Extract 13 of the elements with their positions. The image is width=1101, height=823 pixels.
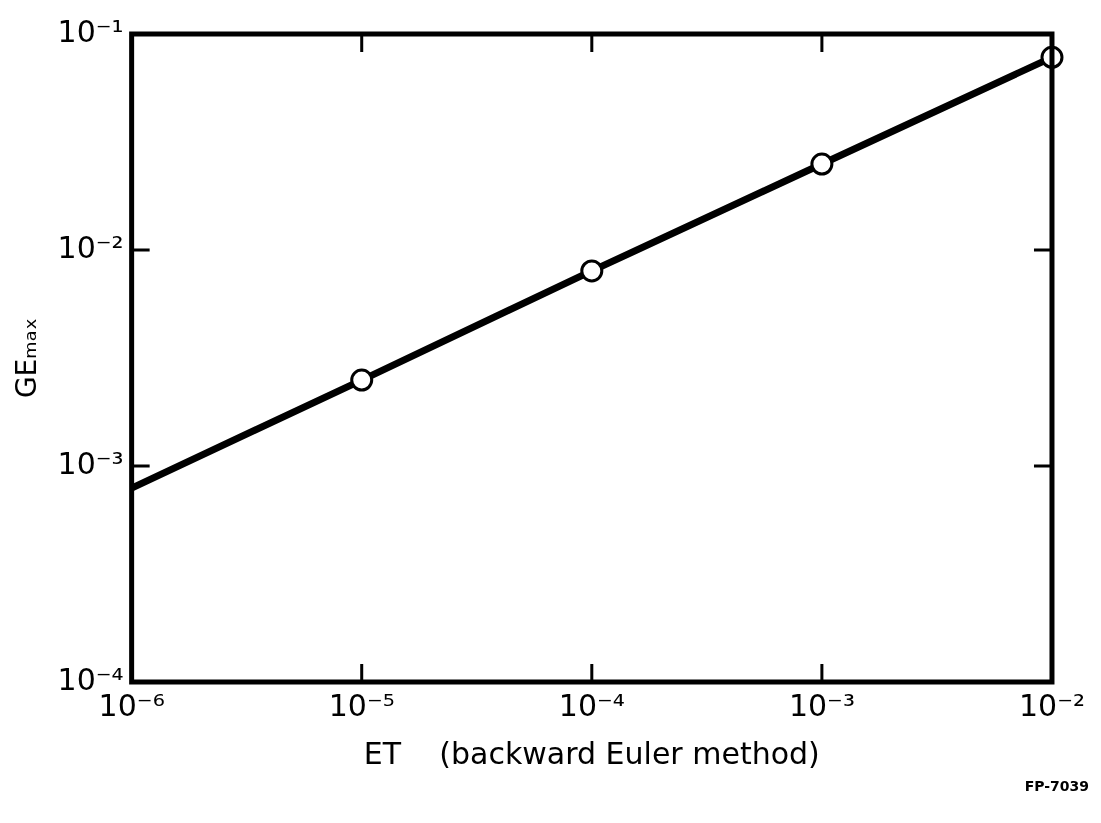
y-axis-title: GEₘₐₓ — [10, 317, 44, 399]
x-tick-label: 10⁻⁵ — [328, 687, 395, 723]
x-tick-label: 10⁻⁴ — [558, 687, 625, 723]
x-tick-label: 10⁻³ — [788, 687, 855, 723]
point — [350, 368, 374, 392]
point — [580, 259, 604, 283]
y-tick-label: 10⁻¹ — [57, 13, 124, 49]
point — [810, 152, 834, 176]
y-tick-label: 10⁻³ — [57, 445, 124, 481]
x-tick-label: 10⁻² — [1018, 687, 1086, 723]
text: FP-7039 — [1023, 778, 1090, 794]
y-tick-label: 10⁻² — [57, 229, 124, 265]
x-axis-title: ET (backward Euler method) — [363, 735, 820, 771]
